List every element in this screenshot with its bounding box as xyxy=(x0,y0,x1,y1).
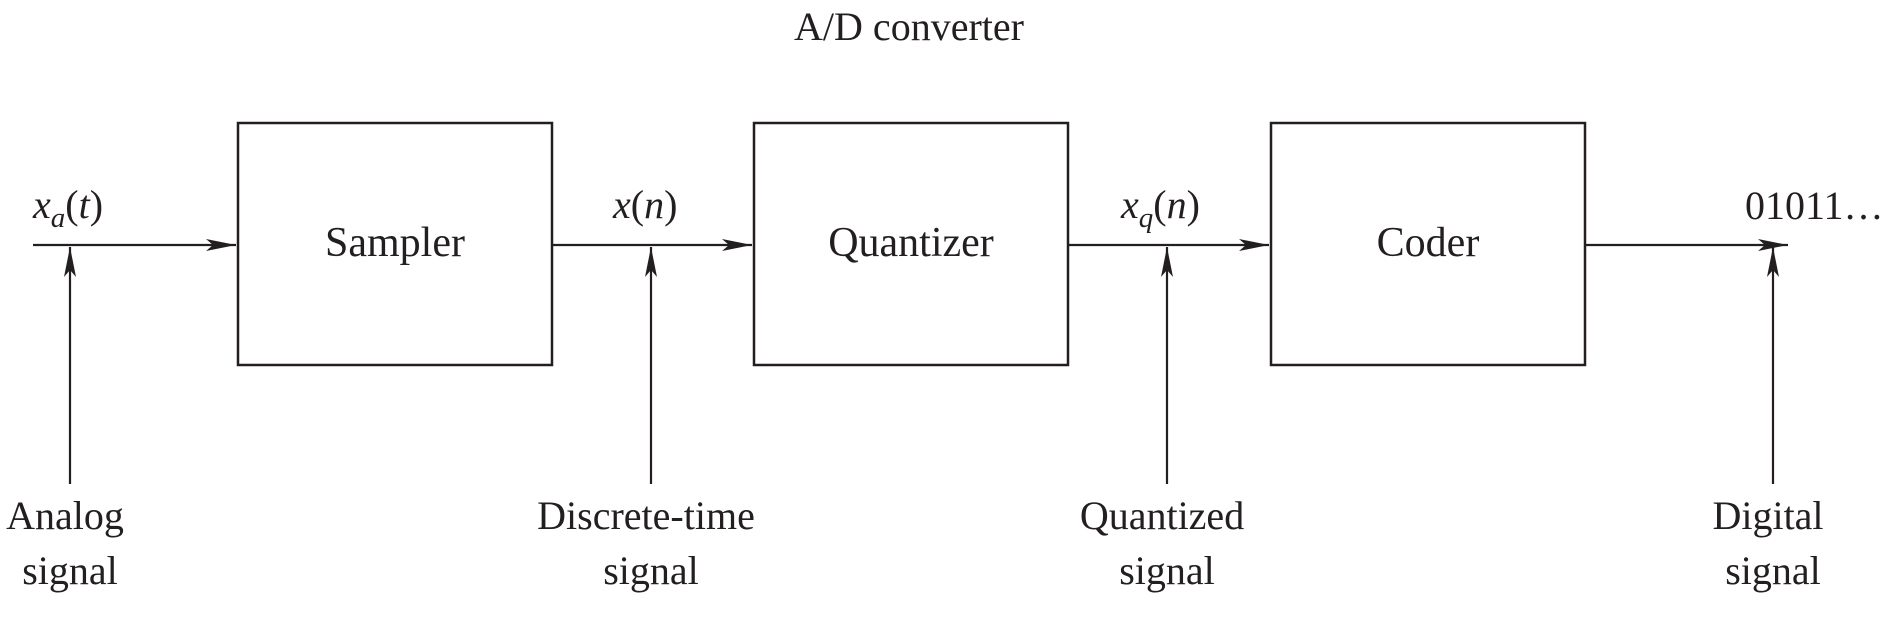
coder-block: Coder xyxy=(1269,121,1587,367)
quantizer-block: Quantizer xyxy=(752,121,1070,367)
diagram-title: A/D converter xyxy=(794,4,1024,49)
discrete-signal-label: x(n) xyxy=(612,182,677,227)
digital-output-value: 01011… xyxy=(1745,183,1884,228)
quantized-signal-label: xq(n) xyxy=(1120,182,1200,234)
sampler-label: Sampler xyxy=(325,220,465,266)
analog-caption: Analog signal xyxy=(6,493,134,593)
coder-label: Coder xyxy=(1377,220,1480,266)
quantized-caption: Quantized signal xyxy=(1080,493,1254,593)
digital-caption: Digital signal xyxy=(1712,493,1833,593)
sampler-block: Sampler xyxy=(236,121,554,367)
discrete-caption: Discrete-time signal xyxy=(537,493,765,593)
analog-signal-label: xa(t) xyxy=(32,182,103,234)
quantizer-label: Quantizer xyxy=(828,220,994,266)
